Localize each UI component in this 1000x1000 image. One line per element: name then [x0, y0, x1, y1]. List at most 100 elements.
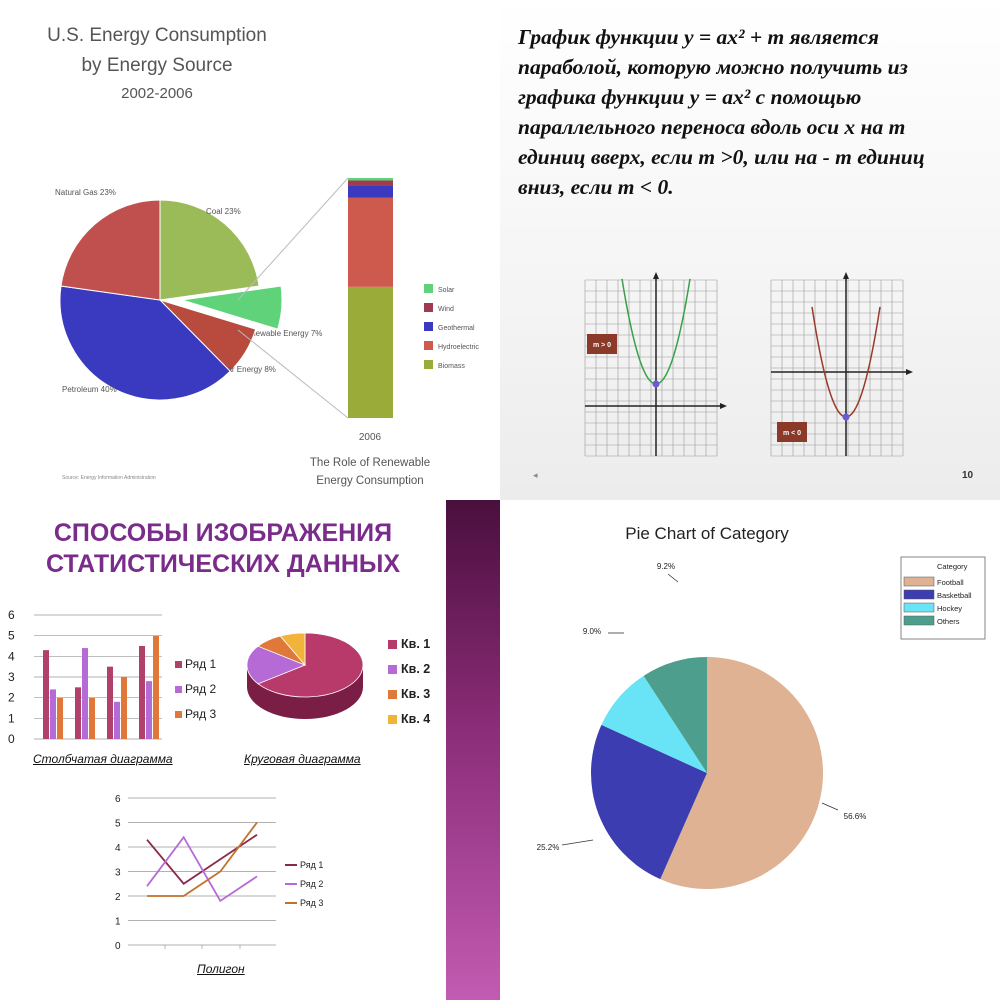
category-pie-slice — [643, 657, 707, 773]
category-legend-swatch — [903, 602, 935, 613]
pie3d-side — [247, 665, 363, 719]
energy-pie-label: Natural Gas 23% — [55, 188, 116, 197]
energy-pie-slice — [60, 199, 161, 301]
pie3d-slice — [279, 632, 306, 667]
energy-chart-svg: U.S. Energy Consumption by Energy Source… — [47, 25, 479, 487]
x-axis-arrow — [906, 369, 913, 375]
connector-line — [237, 177, 349, 301]
bar-legend-swatch — [175, 686, 182, 693]
category-pie-title: Pie Chart of Category — [625, 524, 789, 543]
line-series — [147, 821, 258, 897]
pie3d-slice — [246, 645, 307, 685]
parabola-slide — [500, 0, 1000, 500]
graph-label-box — [587, 334, 617, 354]
stacked-bar-segment — [348, 185, 393, 198]
line-legend-label: Ряд 1 — [300, 860, 323, 870]
pie3d-legend-label: Кв. 4 — [401, 712, 430, 726]
stats-slide — [0, 500, 446, 1000]
purple-decor-band — [446, 500, 500, 1000]
stacked-bar-legend-label: Solar — [438, 287, 455, 294]
category-pie-label: 9.2% — [657, 562, 675, 571]
bar-mark — [57, 697, 63, 739]
stats-title-line2: СТАТИСТИЧЕСКИХ ДАННЫХ — [45, 550, 401, 578]
category-legend-title: Category — [937, 562, 968, 571]
bar-mark — [43, 650, 49, 739]
pie3d-legend-swatch — [388, 715, 397, 724]
renewable-stacked-bar: Solar Wind Geothermal Hydroelectric Biomass — [348, 178, 479, 418]
parabola-text-line: графика функции y = ax² с помощью — [518, 85, 862, 109]
energy-pie-slice — [181, 285, 283, 330]
energy-pie-label: Petroleum 40% — [62, 385, 117, 394]
stacked-bar-legend-swatch — [424, 284, 433, 293]
energy-subtitle: by Energy Source — [81, 55, 232, 76]
bar-caption-line1: The Role of Renewable — [310, 457, 430, 469]
x-axis-arrow — [720, 403, 727, 409]
parabola-text-line: График функции y = ax² + m является — [518, 25, 879, 49]
bar-mark — [153, 635, 159, 739]
category-legend-swatch — [903, 589, 935, 600]
pie3d-legend-swatch — [388, 665, 397, 674]
stacked-bar-legend-swatch — [424, 360, 433, 369]
parabola-text-line: единиц вверх, если m >0, или на - m един… — [518, 145, 925, 169]
bar-mark — [50, 689, 56, 739]
pie3d-legend-label: Кв. 2 — [401, 662, 430, 676]
energy-pie-slice — [59, 285, 231, 401]
stacked-bar-legend-swatch — [424, 303, 433, 312]
category-legend-box — [900, 556, 986, 640]
line-y-tick: 3 — [115, 868, 121, 879]
energy-pie-label: Renewable Energy 7% — [241, 329, 322, 338]
slide-page-number: 10 — [962, 470, 974, 481]
parabola-text-line: параллельного переноса вдоль оси x на m — [518, 115, 906, 139]
stacked-bar-legend-swatch — [424, 322, 433, 331]
energy-title: U.S. Energy Consumption — [47, 25, 267, 46]
parabola-graph-up: m > 0 — [584, 272, 727, 457]
pie3d-legend-swatch — [388, 640, 397, 649]
parabola-vertex — [652, 380, 660, 388]
bar-mark — [89, 697, 95, 739]
pie-chart-caption: Круговая диаграмма — [244, 752, 361, 766]
category-pie-label: 25.2% — [537, 843, 560, 852]
line-y-tick: 5 — [115, 819, 121, 830]
line-legend-label: Ряд 2 — [300, 879, 323, 889]
bar-y-tick: 3 — [8, 670, 15, 684]
category-pie-panel: Pie Chart of Category 56.6% 25.2% 9.0% 9.2%… — [500, 500, 1000, 1000]
bar-mark — [107, 666, 113, 739]
energy-chart-panel: U.S. Energy Consumption by Energy Source… — [0, 0, 500, 500]
energy-period: 2002-2006 — [121, 85, 193, 102]
stacked-bar-legend-label: Biomass — [438, 363, 465, 370]
category-pie-slice — [660, 657, 823, 889]
category-pie-label: 9.0% — [583, 627, 601, 636]
bar-mark — [82, 648, 88, 739]
line-y-tick: 4 — [115, 843, 121, 854]
bar-y-tick: 2 — [8, 691, 15, 705]
bar-mark — [114, 701, 120, 739]
energy-pie-slice — [159, 199, 260, 301]
bar-legend-swatch — [175, 711, 182, 718]
bar-mark — [75, 687, 81, 739]
stacked-bar-legend-swatch — [424, 341, 433, 350]
line-chart-caption: Полигон — [197, 962, 245, 976]
category-leader-line — [821, 802, 839, 811]
line-series — [146, 835, 258, 903]
bar-y-tick: 1 — [8, 711, 15, 725]
energy-pie-label: Nuclear Energy 8% — [207, 365, 276, 374]
category-legend-label: Football — [937, 578, 964, 587]
pie3d-slice — [257, 632, 364, 698]
stacked-bar-legend-label: Geothermal — [438, 325, 475, 332]
category-pie-label: 56.6% — [844, 812, 867, 821]
line-y-tick: 6 — [115, 794, 121, 805]
stacked-bar-segment — [348, 286, 393, 418]
graph-label-box — [777, 422, 807, 442]
bar-mark — [139, 646, 145, 739]
stacked-bar-legend-label: Hydroelectric — [438, 344, 479, 351]
category-pie: 56.6% 25.2% 9.0% 9.2% — [537, 562, 867, 889]
line-y-tick: 1 — [115, 917, 121, 928]
pie-3d-chart: Кв. 1 Кв. 2 Кв. 3 Кв. 4 — [246, 632, 430, 726]
graph-label: m > 0 — [593, 342, 611, 349]
y-axis-arrow — [843, 272, 849, 279]
pie3d-legend-label: Кв. 3 — [401, 687, 430, 701]
category-legend-swatch — [903, 615, 935, 626]
energy-pie: Coal 23% Renewable Energy 7% Nuclear Energ… — [55, 177, 349, 419]
category-legend: Category Football Basketball Hockey Others — [900, 556, 986, 640]
line-y-tick: 0 — [115, 941, 121, 952]
